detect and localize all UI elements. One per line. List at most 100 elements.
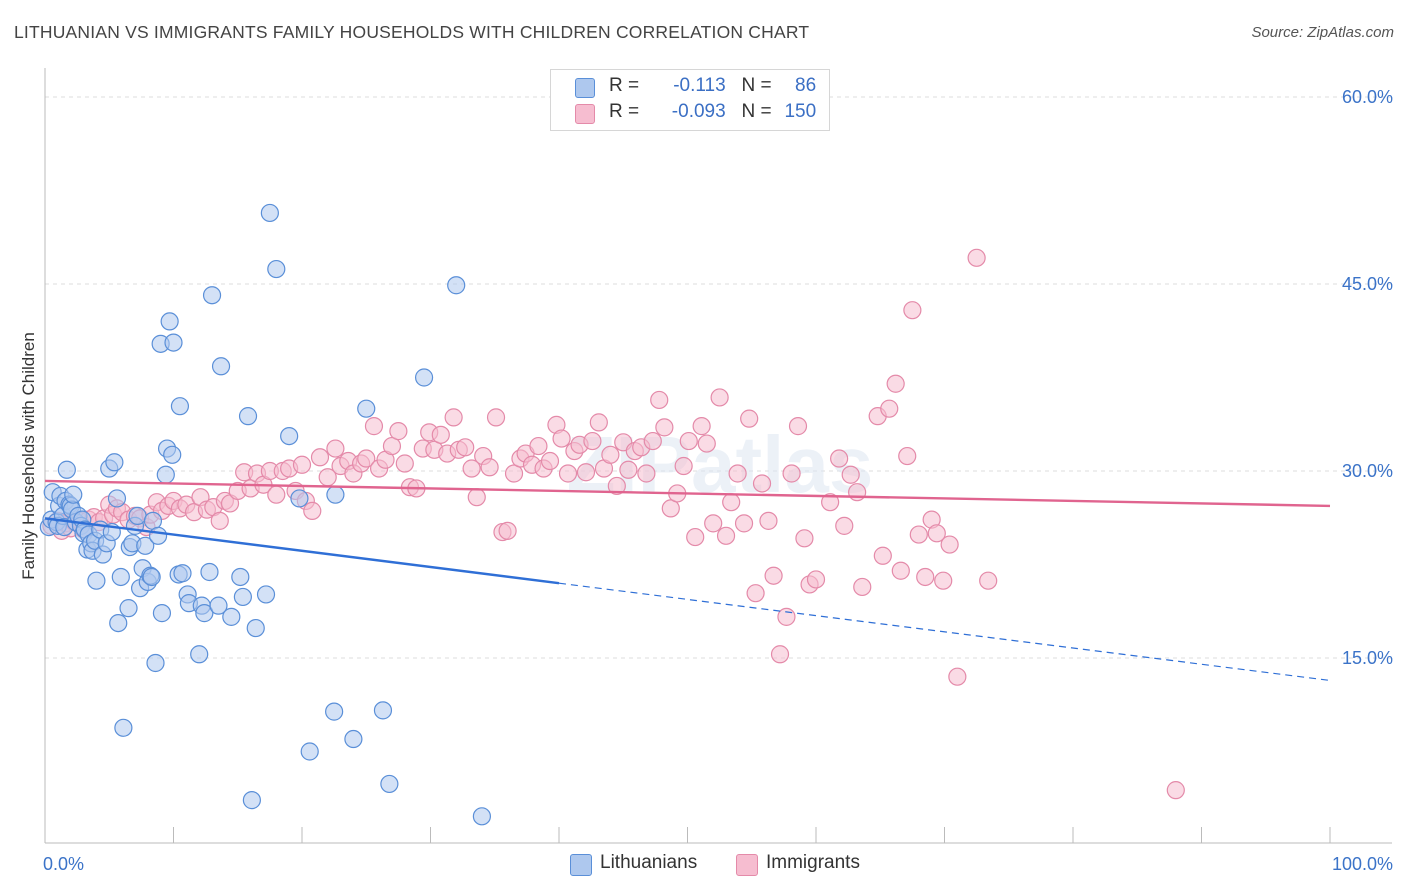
immigrants-points [42,248,1185,800]
immigrant-point [292,455,312,474]
immigrant-point [467,488,486,507]
immigrant-point [841,465,860,484]
immigrants-legend-swatch [736,854,758,876]
immigrant-point [903,301,922,320]
y-tick-label: 15.0% [1342,648,1393,668]
immigrant-point [759,511,778,530]
immigrant-point [777,607,796,626]
lithuanian-point [414,368,434,387]
r-value: -0.093 [671,101,726,122]
chart-title: LITHUANIAN VS IMMIGRANTS FAMILY HOUSEHOL… [14,22,810,42]
x-tick-label: 0.0% [43,854,84,874]
immigrant-point [909,525,928,544]
immigrant-point [710,388,729,407]
r-label: R = [609,75,640,96]
lithuanian-point [380,774,399,794]
immigrant-point [873,546,892,565]
lithuanian-point [267,259,286,279]
immigrant-point [891,561,910,580]
immigrant-point [853,577,872,597]
immigrant-point [848,483,867,502]
lithuanian-point [156,465,175,484]
immigrant-point [716,526,736,545]
lithuanian-point [136,536,155,555]
immigrant-point [583,431,602,451]
immigrant-point [303,501,322,520]
lithuanian-point [238,407,258,426]
immigrant-point [601,445,620,464]
immigrant-point [389,422,408,441]
immigrant-point [916,567,935,587]
immigrant-point [480,458,499,477]
lithuanian-point [233,587,252,607]
lithuanian-point [160,312,179,331]
lithuanian-point [260,203,279,223]
immigrant-point [504,464,524,483]
lithuanian-point [105,453,124,472]
immigrant-point [764,566,783,585]
lithuanian-point [326,485,345,504]
immigrant-point [310,448,330,467]
lithuanian-point [57,460,76,479]
lithuanian-point [111,567,130,587]
immigrant-point [607,476,626,496]
immigrant-point [788,417,808,436]
lithuanian-point [173,564,192,583]
immigrant-point [740,409,759,428]
lithuanian-point [190,645,209,664]
lithuanian-point [119,599,138,618]
lithuanians-points [39,203,491,826]
lithuanian-point [256,585,276,604]
immigrant-point [746,584,765,603]
lithuanians-trend-line [44,517,560,585]
immigrant-point [655,418,674,437]
immigrant-point [637,464,656,483]
immigrants-swatch [575,104,595,124]
lithuanian-point [128,506,147,525]
tick-labels: 15.0% 30.0% 45.0% 60.0% 0.0% 100.0% [43,87,1393,874]
immigrant-point [444,408,463,427]
immigrant-point [728,464,747,483]
immigrant-point [835,516,854,535]
lithuanian-point [472,807,491,826]
immigrant-point [382,436,402,456]
lithuanian-point [357,399,376,418]
lithuanian-point [447,276,466,295]
lithuanian-point [164,333,183,352]
immigrant-point [643,431,662,451]
immigrant-point [210,511,229,530]
immigrant-point [576,463,596,482]
immigrant-point [686,527,705,547]
lithuanian-point [200,562,219,582]
lithuanian-point [373,701,393,720]
chart-source: Source: ZipAtlas.com [1251,24,1394,41]
immigrant-point [795,529,814,548]
x-tick-label: 100.0% [1332,854,1393,874]
lithuanian-point [211,357,231,376]
lithuanian-point [146,653,165,673]
lithuanians-swatch [575,78,595,98]
immigrant-point [679,431,698,451]
n-label: N = [741,75,772,96]
immigrant-point [486,408,506,427]
lithuanian-point [87,571,106,590]
r-label: R = [609,101,640,122]
lithuanian-point [242,791,261,810]
lithuanian-point [114,718,133,737]
legend-label: Lithuanians [600,852,698,873]
immigrant-point [498,521,517,540]
immigrant-point [770,645,790,664]
lithuanian-point [170,397,190,416]
immigrant-point [431,425,450,444]
n-value: 150 [784,101,817,122]
immigrant-point [722,493,741,512]
lithuanian-point [202,286,222,305]
axes [44,68,1392,844]
lithuanians-legend-swatch [570,854,592,876]
lithuanian-point [163,445,182,464]
immigrant-point [948,667,967,686]
lithuanian-point [107,489,127,508]
lithuanian-point [300,742,319,761]
lithuanian-point [280,426,299,446]
lithuanian-point [142,567,161,587]
